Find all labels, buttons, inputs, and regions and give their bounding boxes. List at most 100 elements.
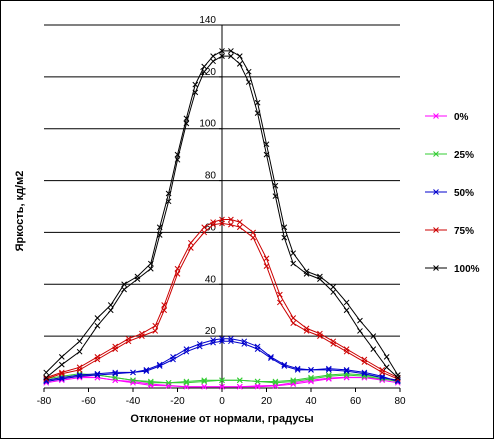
- data-point-1-1-5: [130, 377, 136, 384]
- data-point-3-1-24: [361, 359, 368, 365]
- data-point-4-0-28: [357, 317, 363, 324]
- data-point-2-0-16: [268, 354, 274, 360]
- data-point-4-1-6: [134, 276, 141, 282]
- data-point-4-1-1: [58, 361, 65, 368]
- data-point-3-1-9: [174, 271, 181, 277]
- data-point-3-0-16: [250, 229, 257, 236]
- data-point-2-1-22: [361, 369, 368, 376]
- data-point-4-0-2: [76, 338, 83, 345]
- data-point-1-1-8: [183, 378, 190, 385]
- x-tick-label--80: -80: [37, 396, 52, 407]
- data-point-4-1-3: [94, 322, 101, 329]
- data-point-3-1-4: [112, 346, 119, 352]
- legend-marker-1: [433, 151, 439, 157]
- data-point-0-1-4: [112, 377, 119, 384]
- data-point-3-1-23: [343, 348, 350, 355]
- data-point-0-1-11: [236, 383, 243, 390]
- legend-entry-1: 25%: [425, 150, 474, 161]
- data-point-2-1-16: [268, 355, 274, 362]
- legend-marker-4: [433, 265, 439, 271]
- legend-label-2: 50%: [454, 188, 474, 199]
- series-4: [43, 48, 401, 381]
- data-point-2-1-5: [130, 369, 136, 376]
- data-point-4-1-26: [330, 289, 337, 295]
- data-point-4-1-4: [107, 307, 114, 314]
- data-point-3-1-14: [228, 221, 234, 228]
- data-point-2-0-11: [210, 337, 216, 343]
- data-point-1-1-9: [201, 377, 208, 384]
- data-point-3-1-0: [43, 376, 50, 382]
- data-point-4-1-20: [263, 151, 270, 158]
- data-point-0-1-5: [130, 379, 136, 386]
- data-point-4-1-25: [317, 276, 323, 282]
- data-point-4-1-18: [245, 79, 252, 85]
- data-point-3-1-3: [94, 356, 101, 363]
- data-point-4-1-14: [210, 58, 216, 65]
- data-point-4-1-0: [43, 374, 50, 381]
- data-point-3-1-16: [250, 234, 257, 241]
- data-point-3-0-10: [187, 239, 194, 246]
- data-point-4-0-16: [228, 48, 234, 54]
- data-point-1-1-13: [272, 378, 279, 385]
- data-point-4-0-15: [219, 48, 225, 54]
- data-point-3-1-11: [201, 229, 208, 236]
- data-point-2-1-17: [281, 363, 288, 369]
- data-point-2-1-19: [308, 366, 314, 373]
- data-point-4-1-23: [290, 260, 297, 267]
- data-point-3-0-17: [263, 255, 270, 262]
- x-axis-label: Отклонение от нормали, градусы: [130, 413, 313, 425]
- x-tick-label--40: -40: [126, 396, 141, 407]
- data-point-4-1-16: [228, 53, 234, 59]
- data-point-2-1-15: [254, 346, 261, 352]
- data-point-2-1-20: [325, 365, 332, 372]
- data-point-3-1-12: [210, 221, 216, 228]
- data-point-3-1-13: [219, 220, 225, 227]
- data-point-3-0-15: [236, 219, 243, 225]
- data-point-1-1-15: [308, 374, 314, 381]
- legend-entry-0: 0%: [425, 112, 469, 123]
- data-point-4-0-27: [343, 299, 350, 306]
- x-tick-label--60: -60: [81, 396, 96, 407]
- tick-labels: 20 40 60 80 100 120 140 -80 -60 -40 -20 0 20 40 60 80: [37, 15, 406, 407]
- data-point-4-0-3: [94, 315, 101, 321]
- data-point-4-0-19: [254, 99, 261, 106]
- data-point-3-1-2: [76, 366, 83, 373]
- data-point-4-0-30: [383, 354, 390, 360]
- data-point-4-1-5: [121, 286, 127, 293]
- data-point-0-1-9: [201, 383, 208, 390]
- data-point-2-1-2: [76, 373, 83, 380]
- data-point-2-0-12: [219, 335, 225, 342]
- data-point-2-1-13: [228, 338, 234, 345]
- y-tick-label-60: 60: [205, 222, 217, 233]
- data-point-3-1-25: [379, 369, 386, 376]
- legend-entry-3: 75%: [425, 226, 474, 237]
- data-point-2-1-21: [343, 366, 350, 373]
- data-point-4-1-24: [303, 271, 310, 277]
- data-point-4-1-29: [370, 346, 377, 352]
- legend-entry-2: 50%: [425, 188, 474, 199]
- data-point-2-1-12: [219, 338, 225, 345]
- data-point-2-1-18: [294, 366, 301, 373]
- x-tick-label-60: 60: [350, 396, 362, 407]
- data-point-4-1-11: [183, 120, 190, 127]
- legend-label-4: 100%: [454, 264, 480, 275]
- data-point-4-0-4: [107, 302, 114, 308]
- data-point-4-0-0: [43, 369, 50, 376]
- data-point-3-1-17: [263, 263, 270, 269]
- data-point-4-1-28: [357, 328, 363, 334]
- legend-marker-3: [433, 227, 439, 233]
- data-point-4-1-19: [254, 110, 261, 117]
- data-point-3-0-12: [210, 219, 216, 225]
- data-point-3-1-20: [303, 328, 310, 334]
- data-point-4-1-2: [76, 348, 83, 355]
- data-point-4-0-18: [245, 68, 252, 75]
- data-point-2-1-9: [183, 348, 190, 355]
- data-point-4-0-23: [290, 250, 297, 257]
- data-point-4-1-31: [394, 374, 401, 381]
- data-point-4-1-21: [272, 193, 279, 199]
- legend: 0% 25% 50% 75% 100%: [425, 112, 480, 275]
- data-point-1-1-7: [165, 379, 172, 386]
- data-point-2-1-7: [156, 363, 163, 369]
- series-3: [43, 216, 401, 382]
